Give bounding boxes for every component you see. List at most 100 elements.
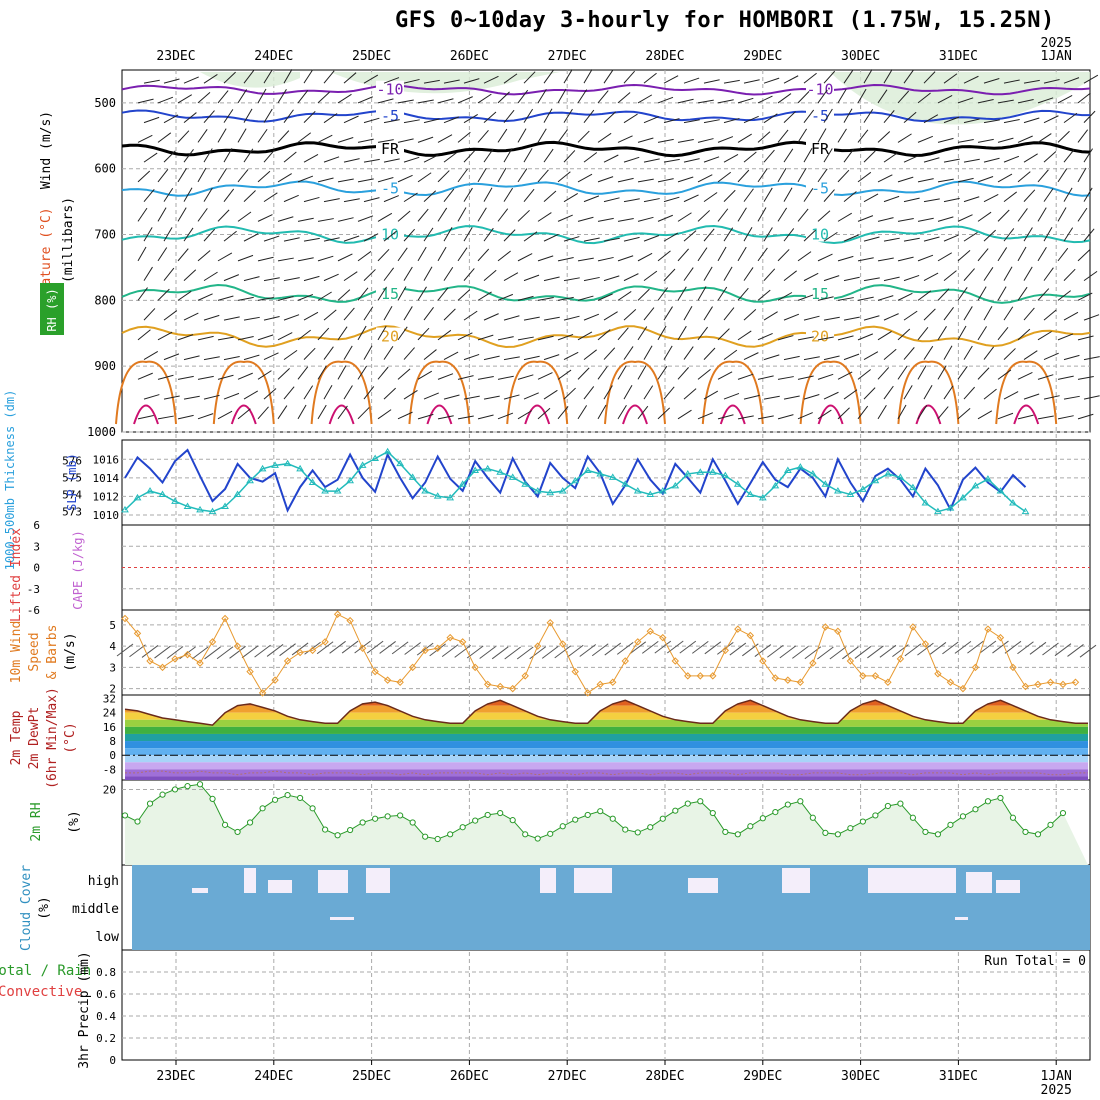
thickness-tick-label: 576 (62, 454, 82, 467)
wind-barb (583, 152, 598, 163)
wind-barb (143, 308, 156, 321)
wind-barb (383, 267, 395, 281)
wind-barb (177, 334, 194, 341)
surface-wind-barb (241, 645, 259, 659)
wind-barb (943, 345, 953, 360)
rh-point (296, 794, 304, 802)
wind-barb (383, 230, 397, 242)
wind-barb (823, 148, 833, 163)
wind-barb (903, 347, 915, 360)
isotherm-label-bg (376, 225, 404, 242)
wind-speed-point (721, 646, 730, 655)
thickness-point (408, 473, 417, 480)
cloud-gap (244, 868, 256, 893)
wind-barb (223, 148, 233, 163)
rh-point (472, 817, 479, 824)
rh-point (1009, 814, 1017, 821)
wind-barb (203, 110, 215, 123)
wind-barb (923, 157, 940, 163)
wind-barb (1063, 77, 1080, 84)
cloud-level-label: low (96, 930, 120, 945)
rh-point (422, 833, 429, 840)
wind-barb (143, 227, 153, 242)
wind-barb (697, 138, 714, 143)
wind-speed-point (446, 633, 454, 642)
wind-barb (283, 277, 300, 282)
pressure-tick-label: 600 (94, 162, 116, 176)
temp-band (125, 719, 1088, 727)
wind-barb (817, 168, 828, 183)
wind-barb (637, 216, 654, 222)
wind-barb (783, 187, 793, 202)
wind-barb (297, 329, 311, 341)
surface-wind-barb (679, 640, 697, 654)
wind-barb (1003, 228, 1015, 242)
wind-barb (137, 170, 151, 183)
wind-speed-point (308, 646, 317, 655)
wind-barb (317, 365, 327, 380)
wind-barb (637, 252, 653, 262)
wind-barb (263, 149, 275, 163)
wind-speed-point (171, 655, 179, 663)
cloud-gap (955, 917, 968, 920)
wind-barb (857, 333, 874, 341)
surface-wind-barb (454, 644, 471, 658)
wind-barb (1023, 227, 1033, 242)
wind-speed-point (358, 644, 367, 652)
thickness-point (608, 473, 617, 480)
wind-speed-point (433, 644, 442, 652)
wind-barb (717, 286, 728, 301)
wind-barb (743, 79, 760, 84)
top-day-label: 26DEC (450, 49, 489, 64)
wind-barb (603, 347, 616, 360)
rh-point (947, 821, 954, 828)
rh-point (584, 811, 591, 819)
rh-point (697, 798, 704, 805)
wind-barb (697, 326, 709, 341)
surface-wind-barb (366, 640, 384, 654)
wind-barb (643, 345, 653, 360)
wind-barb (863, 193, 879, 203)
wind-barb (443, 227, 453, 242)
thickness-point (533, 487, 542, 494)
wind-barb (637, 405, 649, 420)
pressure-tick-label: 900 (94, 359, 116, 373)
wind-barb (763, 187, 773, 202)
rh-point (334, 832, 341, 839)
wind-barb (363, 74, 379, 84)
wind-barb (397, 99, 414, 104)
wind-barb (483, 148, 494, 163)
wind-barb (477, 129, 489, 143)
wind-barb (543, 190, 557, 203)
wind-barb (823, 316, 840, 321)
wind-barb (883, 348, 897, 360)
wind-barb (943, 197, 960, 203)
wind-barb (197, 250, 211, 262)
wind-barb (677, 409, 692, 420)
rh-point (184, 783, 191, 790)
surface-wind-barb (116, 643, 134, 657)
wind-barb (283, 151, 297, 163)
wind-barb (943, 234, 959, 242)
warm-contour (995, 360, 1058, 425)
wind-barb (903, 385, 913, 400)
wind-barb (703, 228, 715, 242)
wind-barb (623, 346, 634, 360)
wind-barb (897, 176, 914, 183)
rh-legend-group: RH (%) (45, 288, 59, 331)
wind-barb (1017, 286, 1028, 301)
wind-barb (1077, 207, 1088, 222)
thickness-point (771, 481, 780, 489)
wind-barb (597, 329, 611, 341)
wind-barb (417, 286, 427, 301)
wind-barb (483, 75, 499, 84)
rh-point (434, 835, 441, 843)
wind-barb (1037, 288, 1050, 301)
wind-barb (1043, 309, 1057, 321)
wind-barb (1037, 415, 1054, 420)
temp-band (125, 712, 1088, 720)
ylabel-wind10m: (m/s) (63, 632, 78, 671)
wind-barb (463, 113, 478, 124)
wind-barb (443, 266, 454, 281)
wind-barb (903, 197, 920, 203)
